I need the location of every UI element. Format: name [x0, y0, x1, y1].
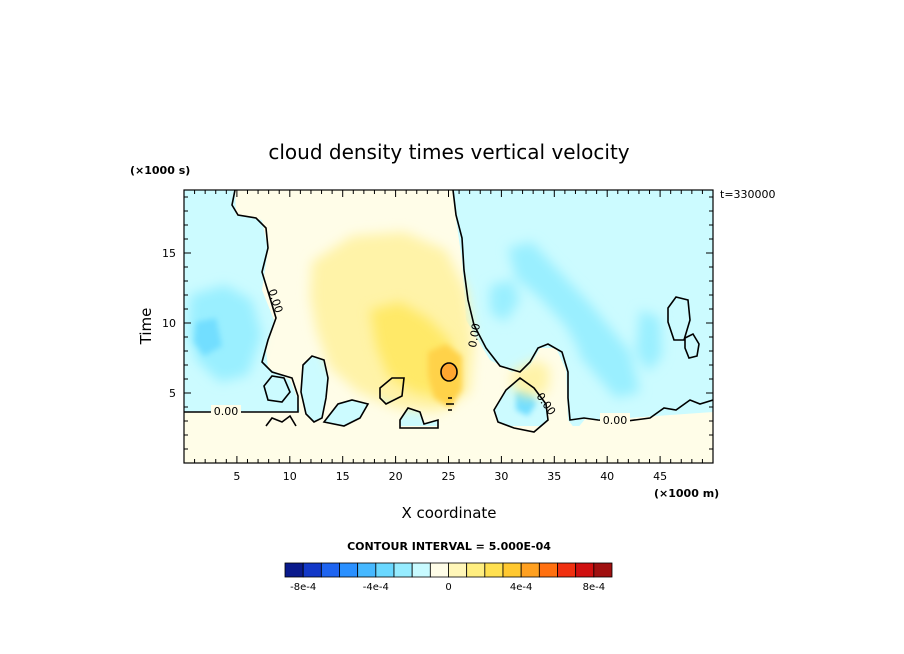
- x-tick-label: 10: [283, 470, 297, 483]
- colorbar: [284, 562, 613, 578]
- x-axis-label: X coordinate: [401, 504, 496, 522]
- colorbar-label: 4e-4: [510, 582, 533, 593]
- x-unit-label: (×1000 m): [654, 487, 719, 500]
- negative-cell-1: [301, 356, 328, 422]
- x-tick-label: 35: [547, 470, 561, 483]
- negative-cell-7: [685, 334, 699, 358]
- colorbar-swatch: [393, 562, 413, 578]
- colorbar-labels: -8e-4 -4e-4 0 4e-4 8e-4: [290, 582, 605, 593]
- contour-interval: CONTOUR INTERVAL = 5.000E-04: [347, 540, 551, 553]
- colorbar-label: 8e-4: [583, 582, 606, 593]
- plot-field: [184, 190, 713, 463]
- x-tick-label: 25: [442, 470, 456, 483]
- x-tick-label: 40: [600, 470, 614, 483]
- x-tick-label: 45: [653, 470, 667, 483]
- colorbar-swatch: [593, 562, 613, 578]
- contour-label: 0.00: [214, 405, 239, 418]
- x-tick-label: 30: [494, 470, 508, 483]
- colorbar-swatch: [375, 562, 395, 578]
- y-tick-label: 15: [162, 247, 176, 260]
- colorbar-swatch: [339, 562, 359, 578]
- x-tick-label: 15: [336, 470, 350, 483]
- colorbar-swatch: [466, 562, 486, 578]
- y-tick-label: 10: [162, 317, 176, 330]
- y-unit-label: (×1000 s): [130, 164, 190, 177]
- y-tick-labels: 5 10 15: [162, 247, 176, 400]
- time-stamp: t=330000: [720, 188, 776, 201]
- negative-cell-6: [668, 297, 690, 340]
- axis-ticks: [184, 190, 713, 463]
- colorbar-swatch: [357, 562, 377, 578]
- x-tick-label: 5: [233, 470, 240, 483]
- colorbar-swatch: [575, 562, 595, 578]
- colorbar-swatch: [520, 562, 540, 578]
- colorbar-swatch: [284, 562, 304, 578]
- contour-label: 0.00: [466, 322, 483, 348]
- colorbar-swatch: [302, 562, 322, 578]
- y-axis-label: Time: [137, 308, 155, 346]
- x-tick-labels: 5 10 15 20 25 30 35 40 45: [233, 470, 667, 483]
- y-tick-label: 5: [169, 387, 176, 400]
- colorbar-label: -8e-4: [290, 582, 316, 593]
- colorbar-swatch: [502, 562, 522, 578]
- colorbar-label: 0: [445, 582, 451, 593]
- colorbar-swatch: [429, 562, 449, 578]
- zero-contours: [184, 190, 713, 433]
- x-tick-label: 20: [389, 470, 403, 483]
- contour-label: 0.00: [603, 414, 628, 427]
- colorbar-swatch: [320, 562, 340, 578]
- chart-title: cloud density times vertical velocity: [268, 140, 629, 164]
- colorbar-swatch: [448, 562, 468, 578]
- colorbar-swatch: [538, 562, 558, 578]
- positive-core: [441, 363, 457, 381]
- colorbar-swatch: [411, 562, 431, 578]
- negative-cell-8: [264, 376, 290, 402]
- colorbar-label: -4e-4: [363, 582, 389, 593]
- colorbar-swatch: [557, 562, 577, 578]
- colorbar-swatch: [484, 562, 504, 578]
